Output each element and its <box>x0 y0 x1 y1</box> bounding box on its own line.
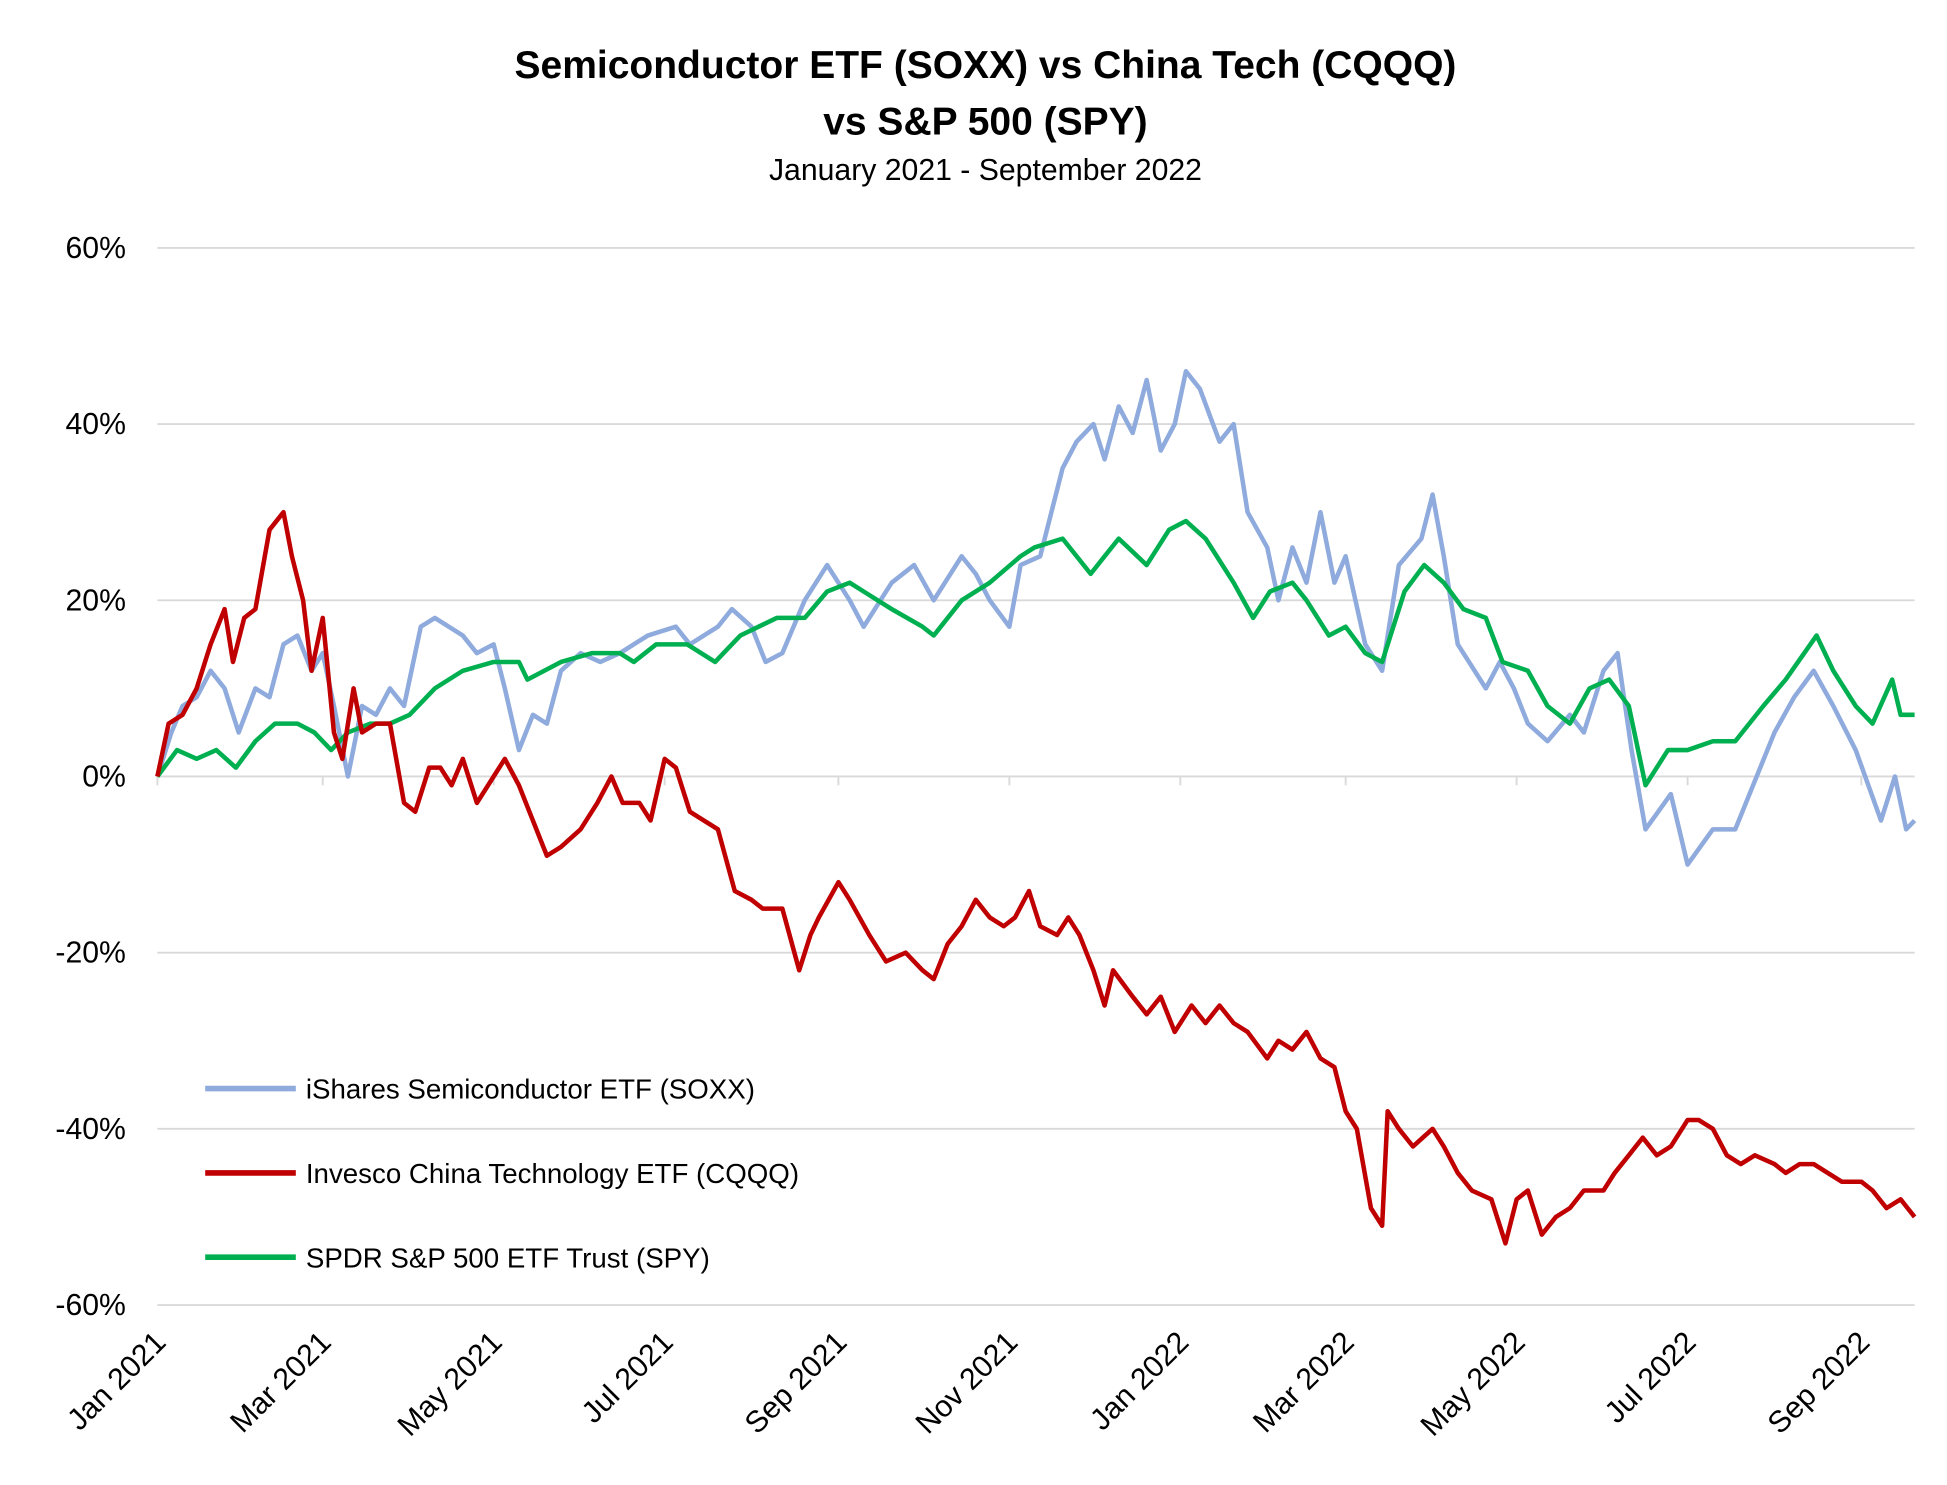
legend-label: iShares Semiconductor ETF (SOXX) <box>306 1074 755 1105</box>
x-tick-label: Mar 2022 <box>1247 1326 1361 1440</box>
x-tick-label: Jul 2021 <box>576 1326 680 1430</box>
gridlines <box>157 246 1915 1306</box>
legend: iShares Semiconductor ETF (SOXX) Invesco … <box>205 1074 799 1273</box>
y-tick-label: -40% <box>55 1113 125 1146</box>
y-tick-label: -20% <box>55 937 125 970</box>
x-tick-label: Sep 2022 <box>1762 1326 1877 1441</box>
legend-item: iShares Semiconductor ETF (SOXX) <box>205 1074 755 1105</box>
chart-subtitle: January 2021 - September 2022 <box>769 154 1202 187</box>
chart-title-line2: vs S&P 500 (SPY) <box>823 101 1147 144</box>
series-line-0 <box>155 368 1917 867</box>
x-tick-label: Jan 2021 <box>61 1326 172 1437</box>
legend-item: Invesco China Technology ETF (CQQQ) <box>205 1158 799 1189</box>
x-tick-label: May 2022 <box>1415 1326 1532 1443</box>
x-tick-label: Nov 2021 <box>910 1326 1025 1441</box>
series-lines <box>155 368 1917 1246</box>
series-line-2 <box>155 518 1915 788</box>
series-line-1 <box>155 509 1917 1246</box>
legend-label: SPDR S&P 500 ETF Trust (SPY) <box>306 1242 710 1273</box>
x-axis: Jan 2021 Mar 2021 May 2021 Jul 2021 Sep 2021… <box>61 776 1877 1443</box>
x-tick-label: May 2021 <box>392 1326 509 1443</box>
x-tick-label: Mar 2021 <box>224 1326 338 1440</box>
chart-title-line1: Semiconductor ETF (SOXX) vs China Tech (… <box>515 44 1457 87</box>
y-tick-label: 60% <box>65 232 125 265</box>
x-tick-label: Jan 2022 <box>1084 1326 1195 1437</box>
y-tick-label: 40% <box>65 408 125 441</box>
y-axis: 60% 40% 20% 0% -20% -40% -60% <box>55 232 125 1322</box>
y-tick-label: -60% <box>55 1289 125 1322</box>
y-tick-label: 0% <box>82 761 126 794</box>
x-tick-label: Jul 2022 <box>1599 1326 1703 1430</box>
y-tick-label: 20% <box>65 584 125 617</box>
x-tick-label: Sep 2021 <box>739 1326 854 1441</box>
legend-label: Invesco China Technology ETF (CQQQ) <box>306 1158 799 1189</box>
legend-item: SPDR S&P 500 ETF Trust (SPY) <box>205 1242 710 1273</box>
